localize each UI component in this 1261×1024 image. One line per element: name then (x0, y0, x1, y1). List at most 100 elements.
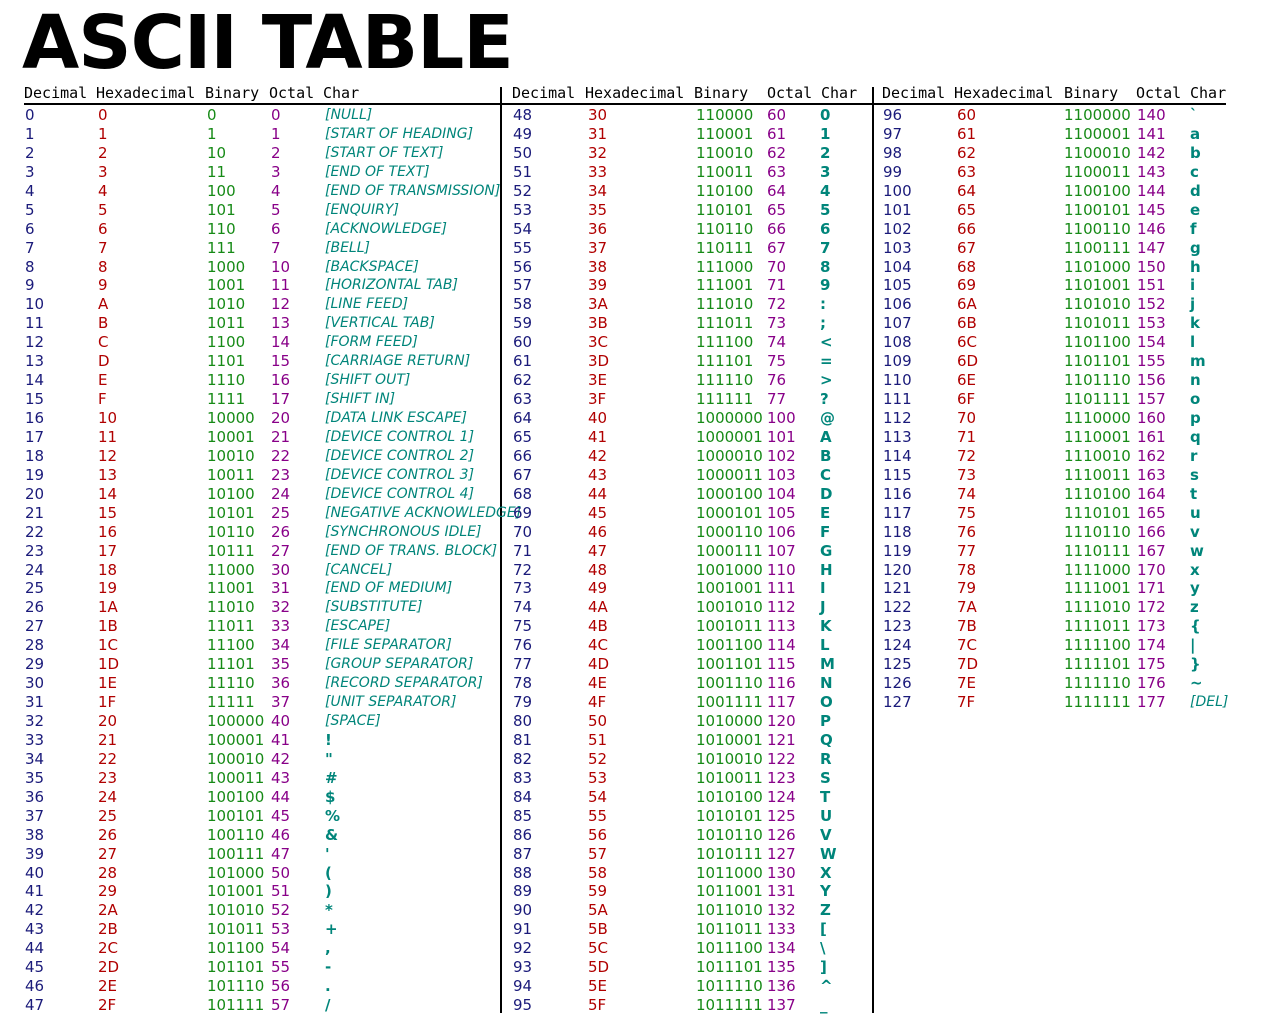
char-cell: [END OF MEDIUM] (325, 580, 453, 597)
decimal-cell: 81 (513, 730, 533, 749)
binary-cell: 1110 (207, 371, 246, 390)
hex-cell: 1C (98, 636, 119, 655)
hex-cell: 59 (588, 882, 608, 901)
hex-cell: 1E (98, 674, 118, 693)
octal-cell: 45 (271, 806, 291, 825)
char-cell: ! (325, 730, 332, 749)
hex-cell: 12 (98, 446, 118, 465)
char-cell: T (820, 787, 831, 806)
char-cell: [FORM FEED] (325, 334, 418, 351)
char-cell: j (1190, 295, 1196, 314)
binary-cell: 101 (207, 200, 236, 219)
char-cell: [VERTICAL TAB] (325, 315, 435, 332)
hex-cell: 69 (957, 276, 977, 295)
decimal-cell: 99 (883, 162, 903, 181)
binary-cell: 1010010 (696, 749, 763, 768)
hex-cell: 13 (98, 465, 118, 484)
hex-cell: 38 (588, 257, 608, 276)
hex-cell: F (98, 390, 107, 409)
decimal-cell: 59 (513, 314, 533, 333)
hex-cell: 63 (957, 162, 977, 181)
decimal-cell: 113 (883, 427, 912, 446)
decimal-cell: 95 (513, 996, 533, 1015)
octal-cell: 60 (767, 106, 787, 124)
decimal-cell: 52 (513, 181, 533, 200)
octal-cell: 127 (767, 844, 796, 863)
char-cell: V (820, 825, 832, 844)
binary-cell: 1100 (207, 333, 246, 352)
decimal-cell: 97 (883, 124, 903, 143)
hex-cell: 3D (588, 352, 610, 371)
octal-cell: 15 (271, 352, 291, 371)
octal-cell: 54 (271, 939, 291, 958)
char-cell: [ACKNOWLEDGE] (325, 220, 447, 237)
decimal-cell: 23 (25, 541, 45, 560)
char-cell: [GROUP SEPARATOR] (325, 656, 474, 673)
char-cell: [END OF TRANS. BLOCK] (325, 542, 498, 559)
octal-cell: 156 (1137, 371, 1166, 390)
decimal-cell: 65 (513, 427, 533, 446)
octal-cell: 134 (767, 939, 796, 958)
octal-cell: 6 (271, 219, 281, 238)
binary-cell: 1000010 (696, 446, 763, 465)
binary-cell: 110011 (696, 162, 754, 181)
char-cell: W (820, 844, 837, 863)
hex-cell: 36 (588, 219, 608, 238)
binary-cell: 1001010 (696, 598, 763, 617)
decimal-cell: 61 (513, 352, 533, 371)
octal-cell: 71 (767, 276, 787, 295)
hex-cell: 32 (588, 143, 608, 162)
decimal-cell: 8 (25, 257, 35, 276)
decimal-cell: 73 (513, 579, 533, 598)
hex-cell: 4C (588, 636, 609, 655)
binary-cell: 1000011 (696, 465, 763, 484)
octal-cell: 20 (271, 409, 291, 427)
char-cell: ~ (1190, 674, 1203, 693)
octal-cell: 14 (271, 333, 291, 352)
hex-cell: 37 (588, 238, 608, 257)
binary-cell: 1000100 (696, 484, 763, 503)
char-cell: k (1190, 314, 1200, 333)
decimal-cell: 29 (25, 655, 45, 674)
octal-cell: 161 (1137, 427, 1166, 446)
decimal-cell: 86 (513, 825, 533, 844)
decimal-cell: 45 (25, 958, 45, 977)
binary-cell: 11000 (207, 560, 255, 579)
hex-cell: 3E (588, 371, 608, 390)
char-cell: 5 (820, 200, 831, 219)
decimal-cell: 13 (25, 352, 45, 371)
hex-cell: 48 (588, 560, 608, 579)
char-cell: [BELL] (325, 239, 370, 256)
binary-cell: 1010 (207, 295, 246, 314)
decimal-cell: 98 (883, 143, 903, 162)
decimal-cell: 72 (513, 560, 533, 579)
octal-cell: 137 (767, 996, 796, 1015)
decimal-cell: 10 (25, 295, 45, 314)
octal-cell: 11 (271, 276, 291, 295)
decimal-cell: 70 (513, 522, 533, 541)
hex-cell: 6B (957, 314, 977, 333)
header-binary: Binary (205, 84, 260, 102)
char-cell: ' (325, 844, 330, 863)
decimal-cell: 80 (513, 712, 533, 730)
char-cell: J (820, 598, 826, 617)
hex-cell: 3B (588, 314, 608, 333)
hex-cell: 77 (957, 541, 977, 560)
binary-cell: 110 (207, 219, 236, 238)
char-cell: * (325, 901, 333, 920)
decimal-cell: 27 (25, 617, 45, 636)
octal-cell: 72 (767, 295, 787, 314)
char-cell: s (1190, 465, 1199, 484)
octal-cell: 174 (1137, 636, 1166, 655)
hex-cell: 6A (957, 295, 977, 314)
char-cell: [BACKSPACE] (325, 258, 419, 275)
hex-cell: 53 (588, 768, 608, 787)
hex-cell: 18 (98, 560, 118, 579)
decimal-cell: 56 (513, 257, 533, 276)
hex-cell: 64 (957, 181, 977, 200)
header-binary: Binary (1064, 84, 1119, 102)
octal-cell: 42 (271, 749, 291, 768)
char-cell: c (1190, 162, 1199, 181)
decimal-cell: 41 (25, 882, 45, 901)
column-header-group-1: Decimal Hexadecimal Binary Octal Char (24, 84, 359, 192)
